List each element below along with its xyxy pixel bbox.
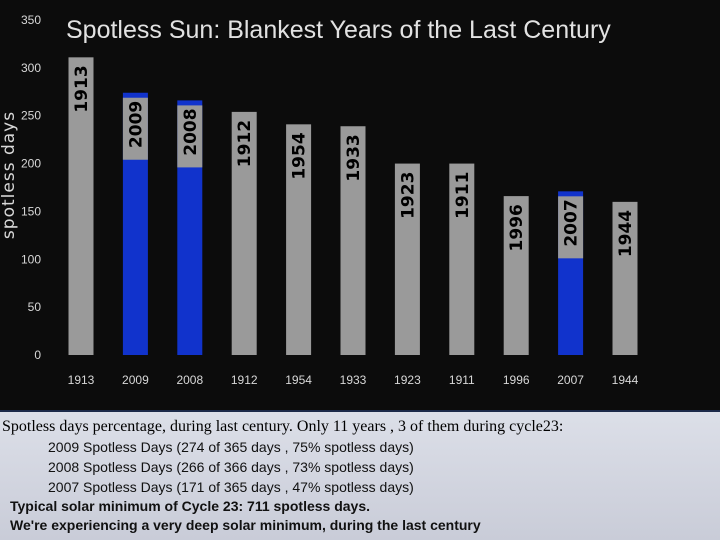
y-tick-label: 150	[21, 204, 41, 218]
bar-label-box-2009	[122, 97, 148, 160]
bar-year-label: 1954	[290, 132, 310, 179]
caption-item-2007: 2007 Spotless Days (171 of 365 days , 47…	[48, 479, 414, 495]
bar-year-labels: 1913 2009 2008 1912 1954 1933 1923 1911 1996 2007…	[72, 65, 636, 259]
chart-panel: Spotless Sun: Blankest Years of the Last…	[0, 0, 720, 410]
y-tick-label: 100	[21, 252, 41, 266]
bar-year-label: 1996	[507, 204, 527, 251]
y-tick-label: 250	[21, 109, 41, 123]
bar-year-label: 1923	[398, 172, 418, 219]
x-tick-label: 1933	[340, 373, 367, 387]
x-tick-label: 1912	[231, 373, 258, 387]
y-tick-label: 200	[21, 157, 41, 171]
bar-year-label: 1912	[235, 120, 255, 167]
x-tick-label: 2007	[557, 373, 584, 387]
x-axis: 1913 2009 2008 1912 1954 1933 1923 1911 1996 2007…	[68, 373, 639, 387]
y-tick-label: 50	[28, 300, 42, 314]
bar-1912	[231, 111, 257, 355]
caption-minimum-note: Typical solar minimum of Cycle 23: 711 s…	[10, 498, 371, 514]
bar-label-box-2007	[558, 196, 584, 259]
bar-1913	[68, 57, 94, 355]
bar-year-label: 2008	[181, 108, 201, 155]
x-tick-label: 1944	[612, 373, 639, 387]
bar-year-label: 1944	[616, 210, 636, 257]
bar-1911	[449, 163, 475, 355]
bar-year-label: 2009	[126, 101, 146, 148]
bar-year-label: 1933	[344, 134, 364, 181]
bar-1996	[503, 196, 529, 355]
y-tick-label: 0	[34, 348, 41, 362]
x-tick-label: 1923	[394, 373, 421, 387]
chart-title: Spotless Sun: Blankest Years of the Last…	[66, 16, 611, 44]
bar-1944	[612, 201, 638, 355]
y-axis: 0 50 100 150 200 250 300 350	[21, 13, 41, 362]
y-tick-label: 350	[21, 13, 41, 27]
x-tick-label: 1954	[285, 373, 312, 387]
y-axis-label: spotless days	[0, 111, 19, 239]
bar-1923	[394, 163, 420, 355]
bar-year-label: 1911	[453, 172, 473, 219]
bar-year-label: 1913	[72, 65, 92, 112]
x-tick-label: 2009	[122, 373, 149, 387]
caption-item-2009: 2009 Spotless Days (274 of 365 days , 75…	[48, 439, 414, 455]
x-tick-label: 2008	[176, 373, 203, 387]
caption-item-2008: 2008 Spotless Days (266 of 366 days , 73…	[48, 459, 414, 475]
bar-1954	[286, 124, 312, 355]
bar-chart: Spotless Sun: Blankest Years of the Last…	[0, 13, 639, 387]
x-tick-label: 1911	[449, 373, 475, 387]
y-tick-label: 300	[21, 61, 41, 75]
bar-1933	[340, 126, 366, 355]
bar-series	[68, 57, 638, 356]
bar-label-box-2008	[177, 105, 203, 168]
x-tick-label: 1913	[68, 373, 95, 387]
caption-panel: Spotless days percentage, during last ce…	[0, 412, 720, 540]
caption-conclusion: We're experiencing a very deep solar min…	[10, 517, 481, 533]
bar-year-label: 2007	[562, 199, 582, 246]
x-tick-label: 1996	[503, 373, 530, 387]
caption-heading: Spotless days percentage, during last ce…	[2, 418, 564, 435]
